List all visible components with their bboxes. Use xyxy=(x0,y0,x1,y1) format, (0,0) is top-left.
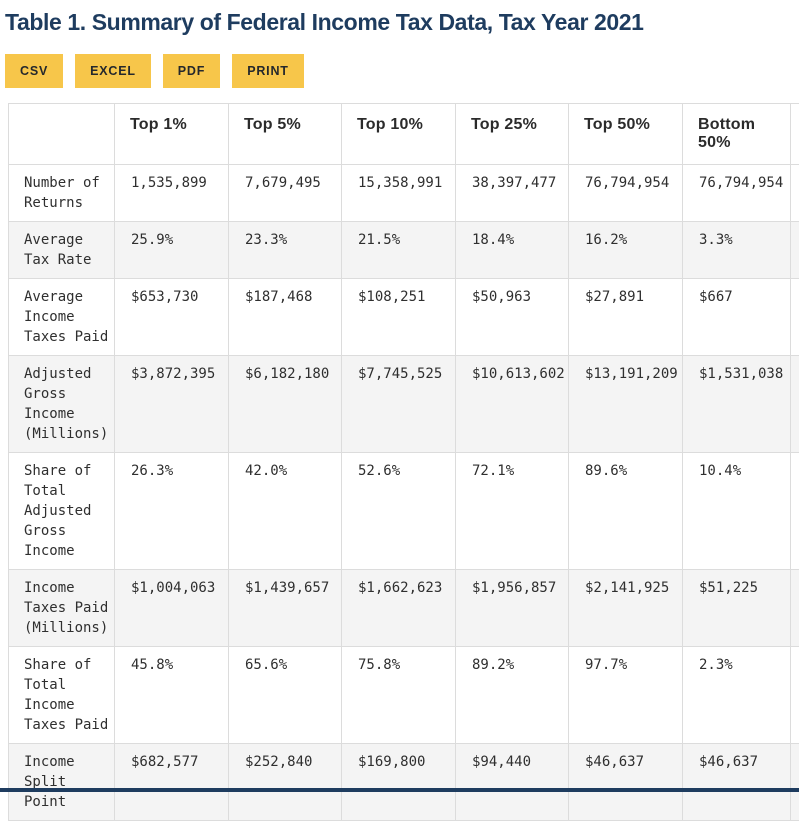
table-cell: $94,440 xyxy=(456,744,569,821)
row-header-income-taxes-paid: Income Taxes Paid (Millions) xyxy=(9,570,115,647)
table-cell: 89.2% xyxy=(456,647,569,744)
table-cell: 16.2% xyxy=(569,222,683,279)
table-cell: 75.8% xyxy=(342,647,456,744)
column-header-top-25: Top 25% xyxy=(456,104,569,165)
table-cell: 18.4% xyxy=(456,222,569,279)
table-row: Share of Total Adjusted Gross Income 26.… xyxy=(9,453,799,570)
column-header-bottom-50: Bottom 50% xyxy=(683,104,791,165)
table-cell: $46,637 xyxy=(683,744,791,821)
clipped-cell xyxy=(791,647,799,744)
table-cell: 2.3% xyxy=(683,647,791,744)
table-cell: 15,358,991 xyxy=(342,165,456,222)
column-header-top-5: Top 5% xyxy=(229,104,342,165)
table-cell: 3.3% xyxy=(683,222,791,279)
table-cell: $169,800 xyxy=(342,744,456,821)
table-cell: $3,872,395 xyxy=(115,356,229,453)
table-cell: 76,794,954 xyxy=(569,165,683,222)
pdf-button[interactable]: PDF xyxy=(163,54,220,88)
table-cell: $252,840 xyxy=(229,744,342,821)
table-cell: $1,956,857 xyxy=(456,570,569,647)
clipped-cell xyxy=(791,453,799,570)
row-header-share-of-total-income-taxes-paid: Share of Total Income Taxes Paid xyxy=(9,647,115,744)
clipped-cell xyxy=(791,279,799,356)
table-cell: 42.0% xyxy=(229,453,342,570)
table-row: Share of Total Income Taxes Paid 45.8% 6… xyxy=(9,647,799,744)
clipped-cell xyxy=(791,165,799,222)
corner-cell xyxy=(9,104,115,165)
column-header-top-10: Top 10% xyxy=(342,104,456,165)
table-cell: $1,439,657 xyxy=(229,570,342,647)
export-toolbar: CSV EXCEL PDF PRINT xyxy=(5,54,799,88)
page-title: Table 1. Summary of Federal Income Tax D… xyxy=(5,9,799,36)
table-cell: 38,397,477 xyxy=(456,165,569,222)
table-row: Income Split Point $682,577 $252,840 $16… xyxy=(9,744,799,821)
table-cell: $1,004,063 xyxy=(115,570,229,647)
table-cell: $187,468 xyxy=(229,279,342,356)
print-button[interactable]: PRINT xyxy=(232,54,304,88)
table-cell: 7,679,495 xyxy=(229,165,342,222)
table-row: Average Income Taxes Paid $653,730 $187,… xyxy=(9,279,799,356)
table-cell: $13,191,209 xyxy=(569,356,683,453)
table-cell: $108,251 xyxy=(342,279,456,356)
row-header-income-split-point: Income Split Point xyxy=(9,744,115,821)
header-row: Top 1% Top 5% Top 10% Top 25% Top 50% Bo… xyxy=(9,104,799,165)
row-header-share-of-total-agi: Share of Total Adjusted Gross Income xyxy=(9,453,115,570)
table-cell: $2,141,925 xyxy=(569,570,683,647)
table-cell: 45.8% xyxy=(115,647,229,744)
table-cell: 65.6% xyxy=(229,647,342,744)
row-header-average-income-taxes-paid: Average Income Taxes Paid xyxy=(9,279,115,356)
footer-bar xyxy=(0,788,799,792)
table-cell: $1,662,623 xyxy=(342,570,456,647)
csv-button[interactable]: CSV xyxy=(5,54,63,88)
table-cell: 52.6% xyxy=(342,453,456,570)
row-header-average-tax-rate: Average Tax Rate xyxy=(9,222,115,279)
column-header-top-50: Top 50% xyxy=(569,104,683,165)
table-row: Income Taxes Paid (Millions) $1,004,063 … xyxy=(9,570,799,647)
table-cell: $7,745,525 xyxy=(342,356,456,453)
column-header-top-1: Top 1% xyxy=(115,104,229,165)
table-cell: $667 xyxy=(683,279,791,356)
clipped-cell xyxy=(791,744,799,821)
table-row: Number of Returns 1,535,899 7,679,495 15… xyxy=(9,165,799,222)
clipped-cell xyxy=(791,222,799,279)
table-cell: 72.1% xyxy=(456,453,569,570)
table-cell: 76,794,954 xyxy=(683,165,791,222)
table-cell: 97.7% xyxy=(569,647,683,744)
clipped-column-header xyxy=(791,104,799,165)
clipped-cell xyxy=(791,356,799,453)
tax-data-table: Top 1% Top 5% Top 10% Top 25% Top 50% Bo… xyxy=(8,103,799,821)
table-row: Adjusted Gross Income (Millions) $3,872,… xyxy=(9,356,799,453)
table-cell: 10.4% xyxy=(683,453,791,570)
table-row: Average Tax Rate 25.9% 23.3% 21.5% 18.4%… xyxy=(9,222,799,279)
table-container: Top 1% Top 5% Top 10% Top 25% Top 50% Bo… xyxy=(0,103,799,821)
table-cell: 23.3% xyxy=(229,222,342,279)
table-cell: 21.5% xyxy=(342,222,456,279)
row-header-number-of-returns: Number of Returns xyxy=(9,165,115,222)
table-cell: $50,963 xyxy=(456,279,569,356)
table-cell: 26.3% xyxy=(115,453,229,570)
clipped-cell xyxy=(791,570,799,647)
table-cell: $653,730 xyxy=(115,279,229,356)
table-cell: 1,535,899 xyxy=(115,165,229,222)
table-cell: $10,613,602 xyxy=(456,356,569,453)
table-cell: $682,577 xyxy=(115,744,229,821)
row-header-adjusted-gross-income: Adjusted Gross Income (Millions) xyxy=(9,356,115,453)
table-cell: $51,225 xyxy=(683,570,791,647)
table-cell: $6,182,180 xyxy=(229,356,342,453)
table-cell: 89.6% xyxy=(569,453,683,570)
table-cell: $27,891 xyxy=(569,279,683,356)
table-cell: $1,531,038 xyxy=(683,356,791,453)
table-cell: 25.9% xyxy=(115,222,229,279)
excel-button[interactable]: EXCEL xyxy=(75,54,151,88)
table-cell: $46,637 xyxy=(569,744,683,821)
